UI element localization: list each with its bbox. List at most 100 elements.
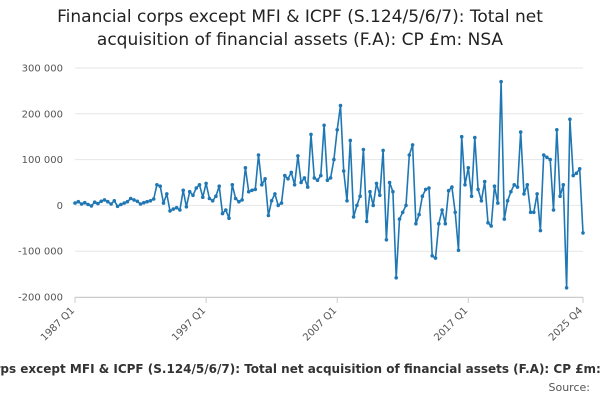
data-point [305,185,310,189]
data-point [410,143,415,147]
data-point [463,183,467,187]
data-point [112,199,117,203]
data-point [122,201,126,205]
data-point [509,189,513,194]
data-point [237,199,241,204]
data-point [476,187,480,192]
data-point [459,134,464,139]
data-point [440,208,444,212]
data-point [145,199,149,204]
data-point [151,197,156,201]
data-point [184,205,189,209]
data-point [499,79,503,84]
data-point [106,199,110,204]
data-point [132,198,136,202]
data-point [201,195,205,199]
data-point [414,221,418,226]
data-point [260,183,264,187]
data-point [355,203,359,208]
data-point [220,211,225,216]
data-point [338,103,343,108]
legend: Financial corps except MFI & ICPF (S.124… [0,362,600,376]
source-label: Source: [548,381,591,394]
data-point [502,217,507,221]
data-point [191,193,195,198]
data-point [482,179,487,184]
data-point [266,213,271,218]
data-point [538,228,543,233]
data-point [86,202,90,207]
data-point [515,185,520,189]
data-point [187,189,192,194]
x-tick-label: 2025 Q4 [547,305,585,343]
data-point [548,157,552,162]
data-point [214,194,218,198]
y-tick-label: -200 000 [18,293,63,304]
data-point [142,200,146,205]
data-point [364,219,369,224]
data-point [99,199,103,204]
data-point [489,224,494,228]
chart-title: Financial corps except MFI & ICPF (S.124… [0,6,600,52]
data-point [551,208,556,212]
data-point [473,135,477,140]
data-point [568,117,572,122]
data-point [420,194,425,198]
data-point [532,210,536,215]
data-point [404,203,408,208]
data-point [73,201,77,205]
y-tick-label: 200 000 [22,109,63,120]
data-point [564,286,569,290]
y-tick-label: 300 000 [22,64,63,75]
data-point [315,178,320,182]
data-point [384,238,389,242]
data-point [128,196,133,201]
data-point [378,193,382,198]
data-point [391,189,395,194]
data-point [528,210,533,215]
data-point [545,155,549,160]
data-point [233,196,238,201]
data-point [165,192,169,196]
data-point [335,128,340,132]
data-point [518,130,523,134]
data-point [332,157,336,162]
data-point [168,209,172,213]
data-point [381,148,385,153]
data-point [561,183,566,187]
data-point [328,176,333,180]
data-point [423,187,428,192]
series-line [74,80,584,289]
data-point [125,199,130,204]
data-point [250,188,254,193]
data-point [358,194,362,198]
data-point [253,187,258,192]
data-point [417,212,421,217]
data-point [161,201,166,205]
data-point [368,189,372,194]
data-point [204,181,208,186]
data-point [407,153,412,157]
data-point [312,176,317,180]
data-point [292,183,297,187]
data-point [109,202,113,206]
data-point [322,123,326,128]
data-point [505,199,510,203]
data-point [361,147,366,152]
data-point [486,221,490,225]
data-point [181,188,185,193]
data-point [348,138,353,143]
data-point [427,186,431,190]
data-point [512,183,516,187]
data-point [581,231,585,235]
data-point [555,128,559,132]
data-point [453,210,458,215]
data-point [341,169,346,173]
y-tick-label: 100 000 [22,155,63,166]
data-point [227,216,231,220]
data-point [430,254,435,258]
data-point [574,171,579,176]
data-point [387,180,392,185]
data-point [400,210,405,215]
